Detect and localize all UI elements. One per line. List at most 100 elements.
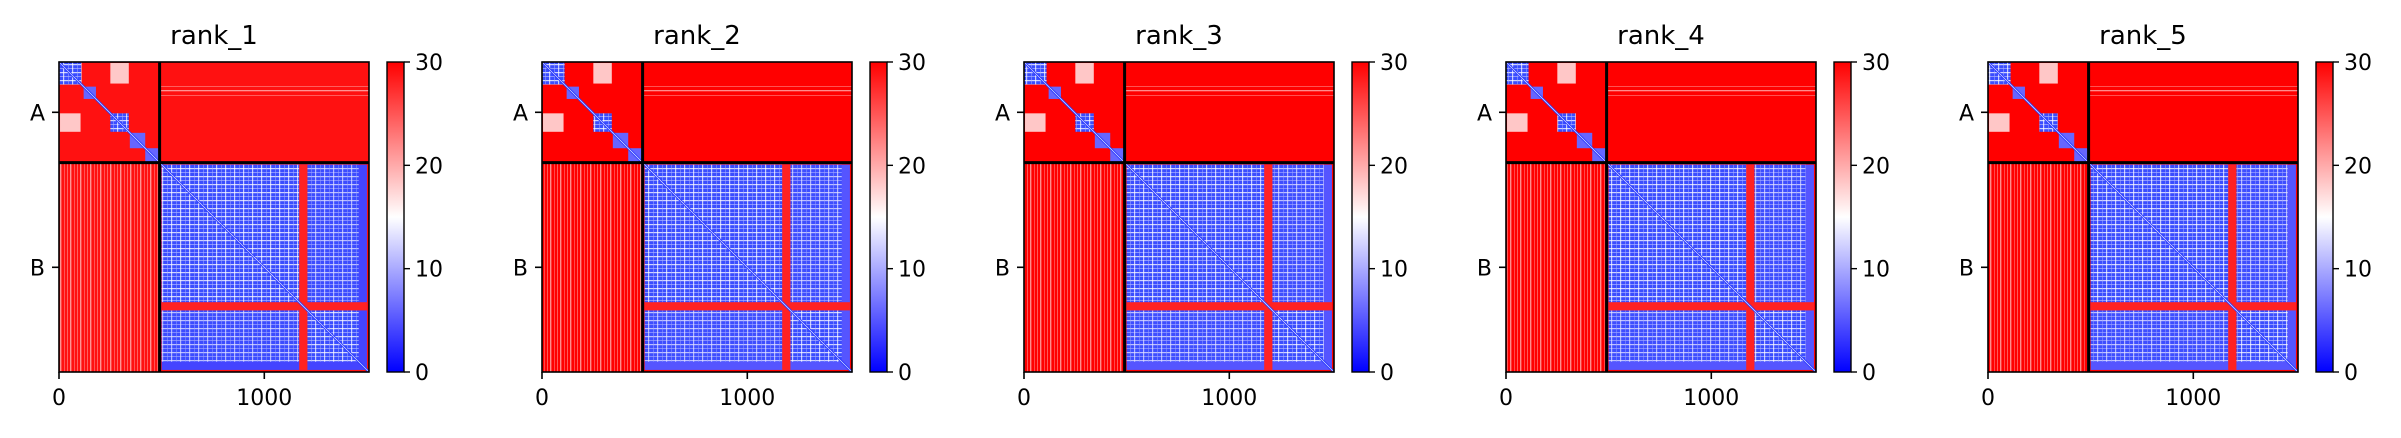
inter-chain-stripes xyxy=(642,82,852,97)
colorbar-tick-label: 20 xyxy=(415,154,443,179)
x-tick-label: 1000 xyxy=(236,386,292,411)
diagonal xyxy=(58,61,370,373)
colorbar-tick-label: 30 xyxy=(2344,51,2372,76)
heatmap xyxy=(1505,61,1817,373)
inter-chain-stripes xyxy=(2088,82,2298,97)
colorbar-tick-label: 20 xyxy=(2344,154,2372,179)
chain-b-domain xyxy=(2236,164,2288,303)
panel-title: rank_3 xyxy=(1135,21,1223,51)
colorbar-tick-label: 20 xyxy=(898,154,926,179)
heatmap xyxy=(541,61,853,373)
colorbar-tick-label: 0 xyxy=(415,361,429,386)
colorbar-gradient xyxy=(386,61,405,373)
chain-b-gap xyxy=(2090,302,2296,311)
x-tick-label: 0 xyxy=(535,386,549,411)
chain-b-gap xyxy=(782,164,791,370)
axes-frame xyxy=(1023,61,1335,373)
colorbar: 0 10 20 30 xyxy=(386,51,443,386)
colorbar-tick-label: 30 xyxy=(1862,51,1890,76)
chain-b-domain xyxy=(1126,310,1265,362)
heatmap xyxy=(58,61,370,373)
colorbar-tick-label: 0 xyxy=(2344,361,2358,386)
inter-chain-stripes xyxy=(1506,162,1607,372)
chain-a-offdiag xyxy=(2039,63,2058,84)
colorbar-tick-label: 10 xyxy=(898,258,926,283)
heatmap xyxy=(1987,61,2299,373)
colorbar-tick-label: 20 xyxy=(1380,154,1408,179)
colorbar-tick-label: 0 xyxy=(898,361,912,386)
x-tick-label: 0 xyxy=(52,386,66,411)
chain-b-domain xyxy=(307,164,359,303)
pae-panel-1: rank_1 0 1000 A B 0 10 20 30 xyxy=(30,21,443,411)
chain-b-domain xyxy=(790,164,842,303)
colorbar: 0 10 20 30 xyxy=(2315,51,2372,386)
diagonal xyxy=(1023,61,1335,373)
inter-chain-stripes xyxy=(59,162,160,372)
chain-a-offdiag xyxy=(543,113,564,132)
chain-a-offdiag xyxy=(60,113,81,132)
colorbar-gradient xyxy=(869,61,888,373)
chain-a-offdiag xyxy=(593,63,612,84)
chain-a-offdiag xyxy=(1075,63,1094,84)
colorbar-gradient xyxy=(1833,61,1852,373)
pae-panel-3: rank_3 0 1000 A B 0 10 20 30 xyxy=(995,21,1408,411)
pae-panel-2: rank_2 0 1000 A B 0 10 20 30 xyxy=(513,21,926,411)
chain-a-offdiag xyxy=(1507,113,1528,132)
x-tick-label: 0 xyxy=(1017,386,1031,411)
chain-b-domain xyxy=(1608,310,1747,362)
x-tick-label: 0 xyxy=(1499,386,1513,411)
chain-b-gap xyxy=(1608,302,1814,311)
diagonal xyxy=(1505,61,1817,373)
chain-b-gap xyxy=(161,302,367,311)
inter-chain-stripes xyxy=(1988,162,2089,372)
y-tick-label: B xyxy=(513,256,528,281)
colorbar-tick-label: 20 xyxy=(1862,154,1890,179)
chain-a-offdiag xyxy=(1557,63,1576,84)
heatmap xyxy=(1023,61,1335,373)
axes-frame xyxy=(1505,61,1817,373)
colorbar-tick-label: 10 xyxy=(1862,258,1890,283)
y-tick-label: A xyxy=(995,101,1010,126)
x-tick-label: 1000 xyxy=(1683,386,1739,411)
y-tick-label: A xyxy=(1477,101,1492,126)
colorbar-tick-label: 0 xyxy=(1862,361,1876,386)
x-tick-label: 0 xyxy=(1981,386,1995,411)
chain-b-gap xyxy=(2228,164,2237,370)
colorbar-tick-label: 30 xyxy=(898,51,926,76)
chain-b-gap xyxy=(299,164,308,370)
chain-a-offdiag xyxy=(1989,113,2010,132)
chain-b-domain xyxy=(2090,310,2229,362)
colorbar-tick-label: 30 xyxy=(415,51,443,76)
chain-b-gap xyxy=(1746,164,1755,370)
inter-chain-stripes xyxy=(159,82,369,97)
axes-frame xyxy=(541,61,853,373)
y-tick-label: B xyxy=(995,256,1010,281)
panel-title: rank_2 xyxy=(653,21,741,51)
diagonal xyxy=(541,61,853,373)
chain-b-gap xyxy=(644,302,850,311)
colorbar-gradient xyxy=(2315,61,2334,373)
x-tick-label: 1000 xyxy=(719,386,775,411)
colorbar-tick-label: 0 xyxy=(1380,361,1394,386)
inter-chain-stripes xyxy=(1024,162,1125,372)
inter-chain-stripes xyxy=(1606,82,1816,97)
y-tick-label: B xyxy=(1959,256,1974,281)
axes-frame xyxy=(1987,61,2299,373)
pae-panel-4: rank_4 0 1000 A B 0 10 20 30 xyxy=(1477,21,1890,411)
chain-b-gap xyxy=(1126,302,1332,311)
inter-chain-stripes xyxy=(1124,82,1334,97)
chain-b-domain xyxy=(644,310,783,362)
chain-b-domain xyxy=(161,310,300,362)
chain-a-offdiag xyxy=(110,63,129,84)
chain-b-gap xyxy=(1264,164,1273,370)
panel-title: rank_4 xyxy=(1617,21,1705,51)
inter-chain-stripes xyxy=(542,162,643,372)
colorbar-tick-label: 10 xyxy=(2344,258,2372,283)
axes-frame xyxy=(58,61,370,373)
y-tick-label: B xyxy=(1477,256,1492,281)
x-tick-label: 1000 xyxy=(1201,386,1257,411)
colorbar-tick-label: 30 xyxy=(1380,51,1408,76)
panel-title: rank_5 xyxy=(2099,21,2187,51)
y-tick-label: A xyxy=(1959,101,1974,126)
